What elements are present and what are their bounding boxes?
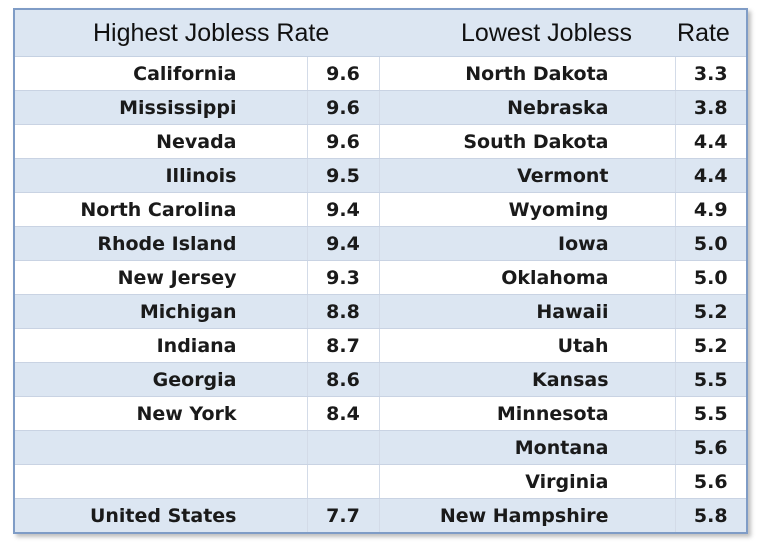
table-row: Mississippi 9.6 Nebraska 3.8 <box>15 90 746 125</box>
lowest-state-cell: Vermont <box>378 158 676 193</box>
lowest-rate-cell: 5.5 <box>674 362 746 397</box>
lowest-state-cell: Hawaii <box>378 294 676 329</box>
table-row: Indiana 8.7 Utah 5.2 <box>15 328 746 363</box>
highest-rate-cell: 8.6 <box>306 362 380 397</box>
highest-state-cell: Nevada <box>15 124 307 159</box>
lowest-jobless-header: Lowest Jobless <box>379 10 676 57</box>
table-row: Montana 5.6 <box>15 430 746 465</box>
lowest-state-cell: Oklahoma <box>378 260 676 295</box>
lowest-rate-cell: 3.3 <box>674 56 746 91</box>
highest-rate-cell: 9.4 <box>306 192 380 227</box>
table-row: North Carolina 9.4 Wyoming 4.9 <box>15 192 746 227</box>
table-row: California 9.6 North Dakota 3.3 <box>15 56 746 91</box>
highest-state-cell: Mississippi <box>15 90 307 125</box>
lowest-state-cell: Montana <box>378 430 676 465</box>
highest-rate-cell <box>306 430 380 465</box>
highest-state-cell: United States <box>15 498 307 532</box>
highest-rate-cell: 8.8 <box>306 294 380 329</box>
lowest-rate-cell: 5.2 <box>674 294 746 329</box>
lowest-state-cell: New Hampshire <box>378 498 676 532</box>
highest-state-cell: Rhode Island <box>15 226 307 261</box>
lowest-state-cell: Minnesota <box>378 396 676 431</box>
table-row: Virginia 5.6 <box>15 464 746 499</box>
highest-state-cell: Michigan <box>15 294 307 329</box>
highest-rate-cell: 9.4 <box>306 226 380 261</box>
highest-rate-cell: 9.5 <box>306 158 380 193</box>
table-row: Rhode Island 9.4 Iowa 5.0 <box>15 226 746 261</box>
lowest-rate-cell: 5.6 <box>674 430 746 465</box>
highest-rate-cell: 9.6 <box>306 56 380 91</box>
highest-state-cell: California <box>15 56 307 91</box>
highest-state-cell: North Carolina <box>15 192 307 227</box>
highest-state-cell: New York <box>15 396 307 431</box>
lowest-rate-cell: 5.2 <box>674 328 746 363</box>
jobless-rate-table-frame: Highest Jobless Rate Lowest Jobless Rate… <box>13 8 748 534</box>
lowest-rate-cell: 5.0 <box>674 260 746 295</box>
highest-rate-cell: 8.7 <box>306 328 380 363</box>
highest-rate-cell: 9.6 <box>306 124 380 159</box>
lowest-rate-cell: 4.4 <box>674 124 746 159</box>
lowest-rate-cell: 5.8 <box>674 498 746 532</box>
lowest-rate-cell: 4.9 <box>674 192 746 227</box>
highest-state-cell <box>15 430 307 465</box>
highest-state-cell: Indiana <box>15 328 307 363</box>
highest-state-cell: Georgia <box>15 362 307 397</box>
highest-rate-cell: 9.6 <box>306 90 380 125</box>
table-header-row: Highest Jobless Rate Lowest Jobless Rate <box>15 10 746 57</box>
lowest-state-cell: Wyoming <box>378 192 676 227</box>
lowest-rate-cell: 5.6 <box>674 464 746 499</box>
table-row: Nevada 9.6 South Dakota 4.4 <box>15 124 746 159</box>
highest-state-cell: Illinois <box>15 158 307 193</box>
jobless-rate-table: Highest Jobless Rate Lowest Jobless Rate… <box>15 10 746 532</box>
lowest-state-cell: South Dakota <box>378 124 676 159</box>
table-row: Georgia 8.6 Kansas 5.5 <box>15 362 746 397</box>
lowest-rate-cell: 5.5 <box>674 396 746 431</box>
highest-rate-cell: 8.4 <box>306 396 380 431</box>
lowest-rate-cell: 4.4 <box>674 158 746 193</box>
lowest-state-cell: Kansas <box>378 362 676 397</box>
highest-rate-cell: 9.3 <box>306 260 380 295</box>
lowest-state-cell: Nebraska <box>378 90 676 125</box>
lowest-state-cell: Utah <box>378 328 676 363</box>
table-row: New York 8.4 Minnesota 5.5 <box>15 396 746 431</box>
lowest-state-cell: Iowa <box>378 226 676 261</box>
highest-state-cell: New Jersey <box>15 260 307 295</box>
lowest-rate-cell: 5.0 <box>674 226 746 261</box>
lowest-state-cell: Virginia <box>378 464 676 499</box>
highest-rate-cell: 7.7 <box>306 498 380 532</box>
table-row: United States 7.7 New Hampshire 5.8 <box>15 498 746 532</box>
table-row: Illinois 9.5 Vermont 4.4 <box>15 158 746 193</box>
highest-rate-cell <box>306 464 380 499</box>
highest-jobless-rate-header: Highest Jobless Rate <box>15 10 380 57</box>
rate-header: Rate <box>675 10 746 57</box>
highest-state-cell <box>15 464 307 499</box>
lowest-state-cell: North Dakota <box>378 56 676 91</box>
lowest-rate-cell: 3.8 <box>674 90 746 125</box>
table-row: New Jersey 9.3 Oklahoma 5.0 <box>15 260 746 295</box>
table-row: Michigan 8.8 Hawaii 5.2 <box>15 294 746 329</box>
